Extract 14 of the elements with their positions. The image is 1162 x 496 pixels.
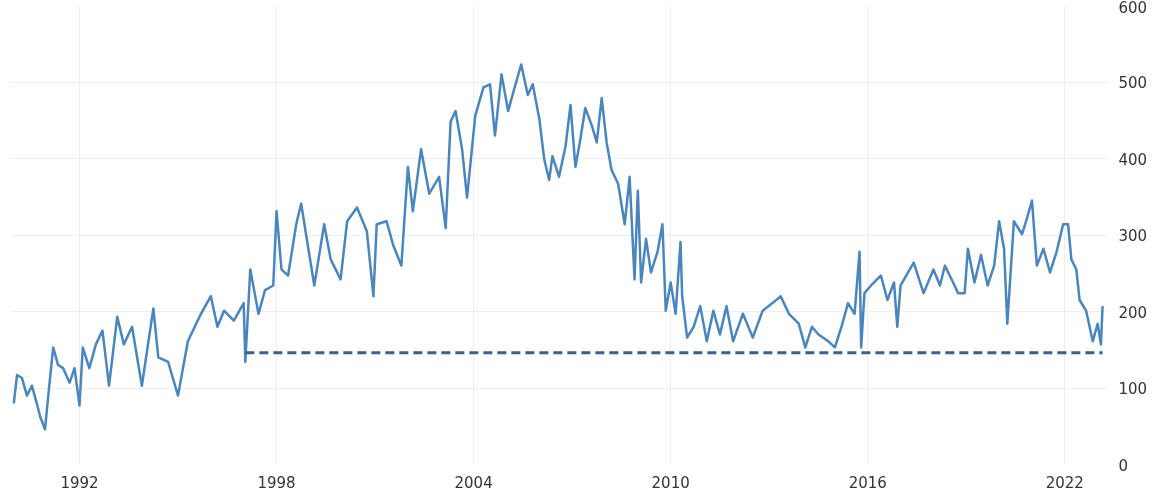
x-tick-label: 2004 [454,473,493,492]
y-tick-label: 500 [1118,74,1148,92]
y-tick-label: 200 [1118,303,1148,322]
y-tick-label: 400 [1118,150,1148,169]
x-tick-label: 1998 [257,473,296,492]
y-tick-label: 600 [1118,0,1148,17]
x-tick-label: 2022 [1045,473,1084,492]
x-tick-label: 2016 [848,473,887,492]
y-tick-label: 300 [1118,227,1148,245]
x-tick-label: 2010 [651,473,690,492]
x-tick-label: 1992 [60,473,99,492]
y-tick-label: 0 [1118,456,1129,475]
y-tick-label: 100 [1118,380,1148,398]
line-series [12,63,1104,431]
